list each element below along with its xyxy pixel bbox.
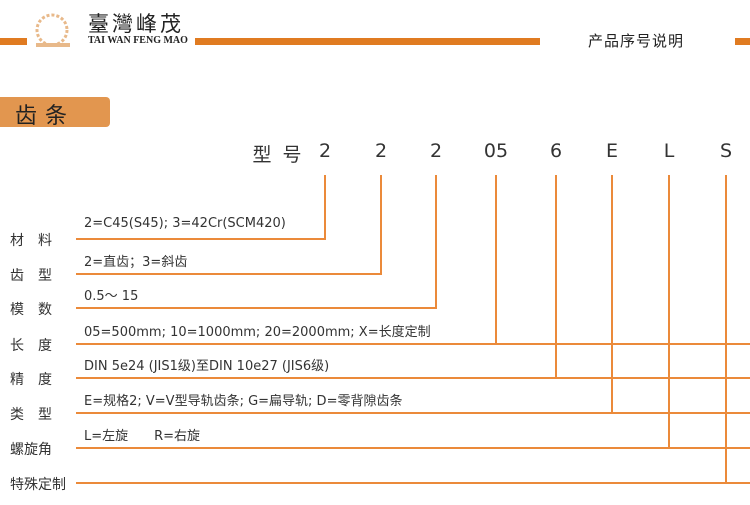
connector-vertical [495,175,497,345]
row-label: 材 料 [10,233,52,249]
connector-horizontal [76,377,750,379]
code-part: E [605,140,619,162]
document-title: 产品序号说明 [588,32,685,50]
code-part: 05 [483,140,509,162]
code-part: 6 [549,140,563,162]
connector-vertical [324,175,326,240]
code-prefix: 型 [252,144,272,166]
header-bar-right [735,38,750,45]
connector-vertical [555,175,557,379]
row-description: DIN 5e24 (JIS1级)至DIN 10e27 (JIS6级) [84,359,330,374]
code-part: 2 [318,140,332,162]
connector-horizontal [76,238,326,240]
connector-horizontal [76,412,750,414]
code-prefix: 号 [282,144,302,166]
connector-vertical [668,175,670,449]
row-description: 2=直齿；3=斜齿 [84,255,188,270]
section-title-box: 齿条 [0,97,110,129]
row-description: L=左旋 R=右旋 [84,429,201,444]
row-description: 0.5～ 15 [84,289,139,304]
header-bar-middle [195,38,540,45]
connector-horizontal [76,482,750,484]
brand-name-en: TAI WAN FENG MAO [88,35,188,46]
connector-horizontal [76,307,437,309]
connector-vertical [725,175,727,484]
row-description: 2=C45(S45); 3=42Cr(SCM420) [84,216,286,231]
row-label: 精 度 [10,372,52,388]
connector-vertical [380,175,382,275]
connector-horizontal [76,447,750,449]
connector-vertical [611,175,613,414]
header-bar-left [0,38,27,45]
connector-horizontal [76,343,750,345]
code-part: 2 [429,140,443,162]
code-part: S [719,140,733,162]
row-label: 类 型 [10,407,52,423]
row-label: 齿 型 [10,268,52,284]
row-label: 特殊定制 [10,477,66,493]
connector-vertical [435,175,437,309]
connector-horizontal [76,273,382,275]
row-label: 模 数 [10,302,52,318]
section-title: 齿条 [15,104,76,129]
row-description: E=规格2; V=V型导轨齿条; G=扁导轨; D=零背隙齿条 [84,394,403,409]
brand-name-cn: 臺灣峰茂 [88,12,184,36]
row-description: 05=500mm; 10=1000mm; 20=2000mm; X=长度定制 [84,325,431,340]
company-logo [35,13,70,47]
code-part: L [663,140,675,162]
code-part: 2 [374,140,388,162]
row-label: 长 度 [10,338,52,354]
row-label: 螺旋角 [10,442,52,458]
